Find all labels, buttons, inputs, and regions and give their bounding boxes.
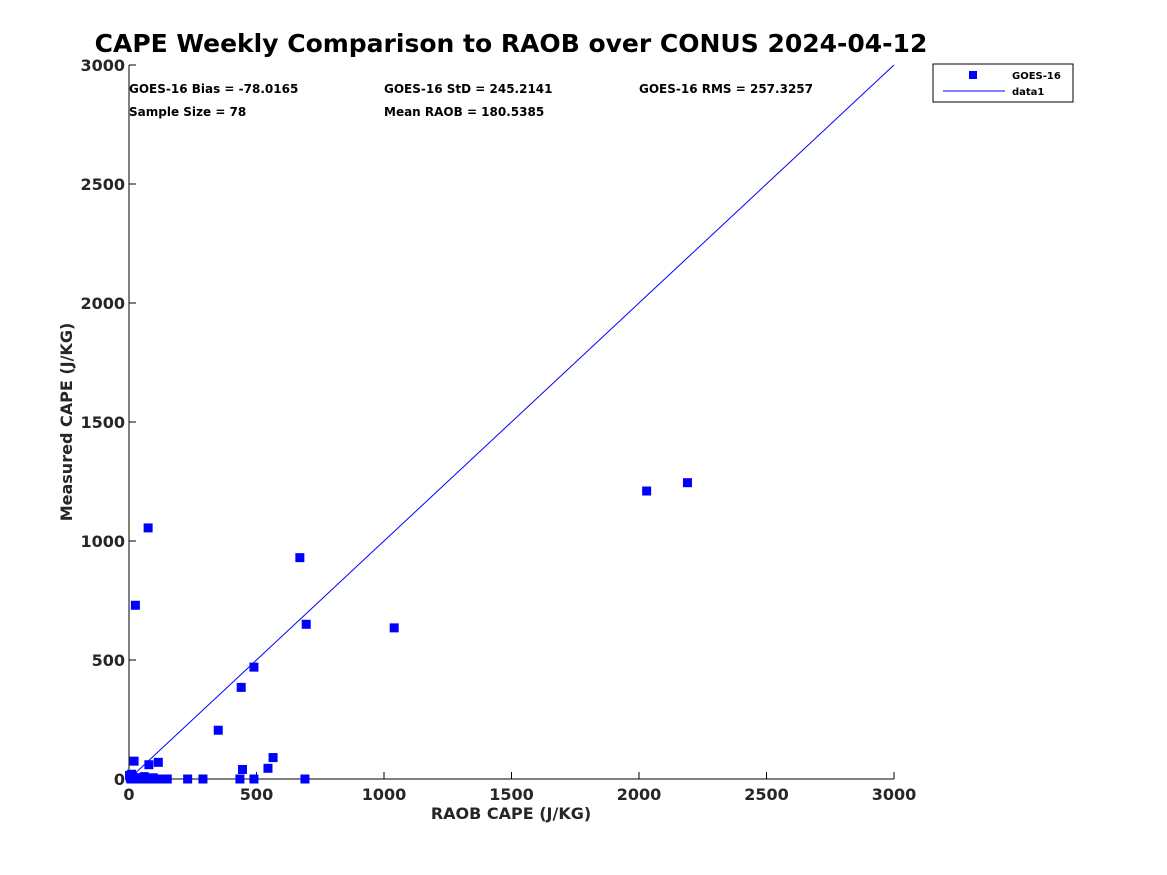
chart-title: CAPE Weekly Comparison to RAOB over CONU… bbox=[95, 29, 928, 58]
plot-area: 0 500 1000 1500 2000 2500 3000 0 500 1000 1500 2000… bbox=[80, 56, 916, 804]
data-point bbox=[157, 774, 167, 784]
stat-sample-size: Sample Size = 78 bbox=[129, 105, 246, 119]
legend-box bbox=[932, 63, 1074, 103]
data-point bbox=[249, 774, 259, 784]
data-point bbox=[235, 774, 245, 784]
data-point bbox=[642, 486, 652, 496]
stat-rms: GOES-16 RMS = 257.3257 bbox=[639, 82, 813, 96]
series-line-data1 bbox=[128, 64, 895, 780]
legend-label-goes16: GOES-16 bbox=[1012, 71, 1061, 82]
stat-bias: GOES-16 Bias = -78.0165 bbox=[129, 82, 298, 96]
data-point bbox=[152, 774, 162, 784]
ticks: 0 500 1000 1500 2000 2500 3000 0 500 1000 1500 2000… bbox=[80, 56, 916, 804]
data-point bbox=[162, 774, 172, 784]
x-tick-label: 2000 bbox=[617, 785, 662, 804]
data-point bbox=[300, 774, 310, 784]
y-axis-label: Measured CAPE (J/KG) bbox=[57, 323, 76, 522]
data-point bbox=[144, 760, 154, 770]
x-tick-label: 0 bbox=[123, 785, 134, 804]
x-tick-label: 2500 bbox=[744, 785, 789, 804]
y-tick-label: 1500 bbox=[80, 413, 125, 432]
stat-std: GOES-16 StD = 245.2141 bbox=[384, 82, 553, 96]
data-point bbox=[263, 763, 273, 773]
legend-label-data1: data1 bbox=[1012, 87, 1044, 98]
x-axis-label: RAOB CAPE (J/KG) bbox=[431, 804, 591, 823]
y-tick-label: 2000 bbox=[80, 294, 125, 313]
stat-mean-raob: Mean RAOB = 180.5385 bbox=[384, 105, 544, 119]
data-point bbox=[198, 774, 208, 784]
data-point bbox=[130, 600, 140, 610]
data-point bbox=[301, 619, 311, 629]
data-point bbox=[183, 774, 193, 784]
data-point bbox=[143, 523, 153, 533]
x-tick-label: 1500 bbox=[489, 785, 534, 804]
x-tick-label: 500 bbox=[240, 785, 273, 804]
data-point bbox=[237, 764, 247, 774]
legend-marker-goes16 bbox=[969, 71, 977, 79]
data-point bbox=[129, 756, 139, 766]
legend: GOES-16 data1 bbox=[932, 63, 1074, 103]
y-tick-label: 500 bbox=[92, 651, 125, 670]
y-tick-label: 1000 bbox=[80, 532, 125, 551]
x-tick-label: 1000 bbox=[362, 785, 407, 804]
y-tick-label: 0 bbox=[114, 770, 125, 789]
data-point bbox=[295, 553, 305, 563]
scatter-points bbox=[125, 478, 692, 784]
stats-annotations: GOES-16 Bias = -78.0165 GOES-16 StD = 24… bbox=[129, 82, 813, 119]
data-point bbox=[236, 682, 246, 692]
data-point bbox=[682, 478, 692, 488]
data-point bbox=[389, 623, 399, 633]
y-tick-label: 2500 bbox=[80, 175, 125, 194]
data-point bbox=[153, 757, 163, 767]
x-tick-label: 3000 bbox=[872, 785, 917, 804]
data-point bbox=[249, 662, 259, 672]
series-line-group bbox=[128, 64, 895, 780]
data-point bbox=[213, 725, 223, 735]
y-tick-label: 3000 bbox=[80, 56, 125, 75]
data-point bbox=[268, 753, 278, 763]
